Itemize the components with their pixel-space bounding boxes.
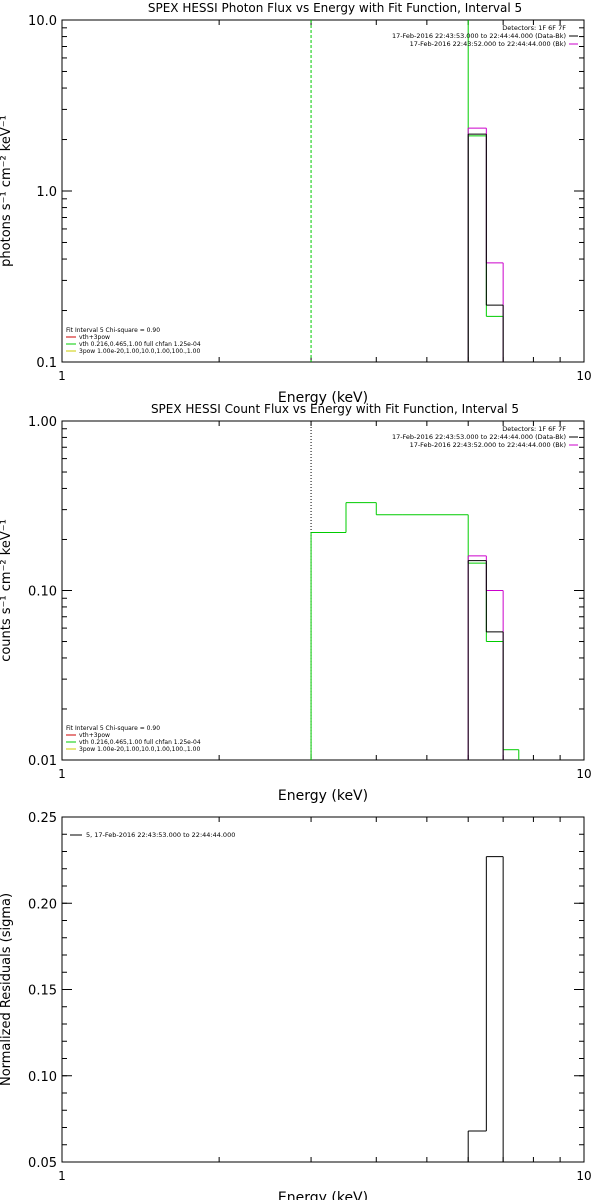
y-tick-label: 0.10 [28,585,57,600]
legend-bottomleft-entry: vth 0.216,0.465,1.00 full chfan 1.25e-04 [79,739,201,746]
legend-bottomleft-entry: Fit Interval 5 Chi-square = 0.90 [66,725,160,732]
legend-topright-entry: 17-Feb-2016 22:43:52.000 to 22:44:44.000… [410,40,566,48]
legend-topright-entry: Detectors: 1F 6F 7F [502,24,566,32]
legend-bottomleft-entry: 3pow 1.00e-20,1.00,10.0,1.00,100.,1.00 [79,348,200,355]
y-tick-label: 0.25 [28,811,57,826]
y-tick-label: 1.00 [28,415,57,430]
legend-topleft-entry: 5, 17-Feb-2016 22:43:53.000 to 22:44:44.… [86,831,235,839]
chart-panel-2: SPEX HESSI Count Flux vs Energy with Fit… [0,402,592,804]
y-axis-label: photons s⁻¹ cm⁻² keV⁻¹ [0,115,14,267]
x-tick-label: 1 [58,767,66,781]
y-tick-label: 0.20 [28,897,57,912]
chart-title: SPEX HESSI Photon Flux vs Energy with Fi… [148,1,522,15]
x-tick-label: 10 [576,767,591,781]
legend-bottomleft-entry: vth+3pow [79,732,110,739]
y-tick-label: 0.01 [28,754,57,769]
series-1 [467,856,504,1162]
legend-bottomleft-entry: Fit Interval 5 Chi-square = 0.90 [66,327,160,334]
x-tick-label: 10 [576,1169,591,1183]
x-tick-label: 1 [58,369,66,383]
x-tick-label: 1 [58,1169,66,1183]
chart-title: SPEX HESSI Count Flux vs Energy with Fit… [151,402,519,416]
legend-bottomleft-entry: vth+3pow [79,334,110,341]
chart-panel-1: SPEX HESSI Photon Flux vs Energy with Fi… [0,1,592,406]
series-3 [467,133,504,362]
y-tick-label: 10.0 [28,14,57,29]
y-tick-label: 0.1 [36,356,57,371]
legend-topright-entry: 17-Feb-2016 22:43:52.000 to 22:44:44.000… [410,441,566,449]
y-axis-label: counts s⁻¹ cm⁻² keV⁻¹ [0,519,14,662]
x-axis-label: Energy (keV) [278,1190,368,1200]
x-axis-label: Energy (keV) [278,788,368,804]
y-tick-label: 0.10 [28,1070,57,1085]
x-tick-label: 10 [576,369,591,383]
legend-topright-entry: 17-Feb-2016 22:43:53.000 to 22:44:44.000… [392,32,566,40]
y-tick-label: 1.0 [36,185,57,200]
y-axis-label: Normalized Residuals (sigma) [0,893,14,1086]
legend-topright-entry: 17-Feb-2016 22:43:53.000 to 22:44:44.000… [392,433,566,441]
y-tick-label: 0.15 [28,984,57,999]
y-tick-label: 0.05 [28,1156,57,1171]
x-axis-label: Energy (keV) [278,390,368,406]
legend-bottomleft-entry: 3pow 1.00e-20,1.00,10.0,1.00,100.,1.00 [79,746,200,753]
legend-topright-entry: Detectors: 1F 6F 7F [502,425,566,433]
legend-bottomleft-entry: vth 0.216,0.465,1.00 full chfan 1.25e-04 [79,341,201,348]
series-3 [467,560,504,760]
chart-panel-3: 1 10 Energy (keV) 0.05 0.10 0.15 0.20 0.25 Norma… [0,811,592,1200]
